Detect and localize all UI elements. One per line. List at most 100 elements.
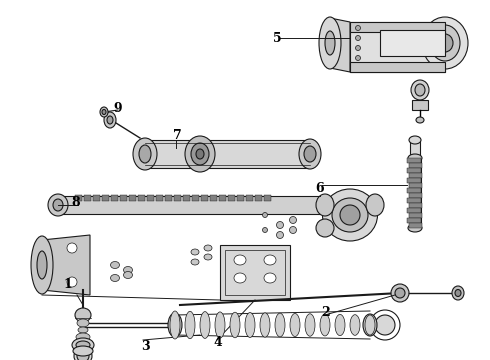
Bar	[350, 22, 445, 72]
Bar	[220, 245, 290, 300]
Text: 4: 4	[214, 336, 222, 348]
Ellipse shape	[430, 25, 460, 61]
Ellipse shape	[316, 219, 334, 237]
Ellipse shape	[78, 327, 88, 333]
Bar	[225, 250, 285, 295]
Bar	[264, 195, 271, 201]
Bar	[210, 195, 217, 201]
Ellipse shape	[67, 243, 77, 253]
Ellipse shape	[356, 55, 361, 60]
Ellipse shape	[191, 143, 209, 165]
Ellipse shape	[409, 136, 421, 144]
Ellipse shape	[204, 245, 212, 251]
Bar	[219, 195, 226, 201]
Ellipse shape	[276, 231, 284, 239]
Ellipse shape	[452, 286, 464, 300]
Text: 3: 3	[141, 341, 149, 354]
Ellipse shape	[230, 312, 240, 338]
Bar	[409, 173, 422, 177]
Ellipse shape	[264, 273, 276, 283]
Bar	[165, 195, 172, 201]
Bar	[129, 195, 136, 201]
Ellipse shape	[75, 308, 91, 322]
Bar	[192, 195, 199, 201]
Text: 2: 2	[321, 306, 330, 320]
Bar	[407, 178, 421, 183]
Ellipse shape	[325, 31, 335, 55]
Ellipse shape	[276, 221, 284, 229]
Ellipse shape	[67, 277, 77, 287]
Ellipse shape	[76, 341, 90, 349]
Ellipse shape	[422, 17, 468, 69]
Ellipse shape	[415, 84, 425, 96]
Bar	[409, 203, 422, 207]
Ellipse shape	[100, 107, 108, 117]
Bar	[156, 195, 163, 201]
Ellipse shape	[170, 311, 180, 339]
Ellipse shape	[356, 36, 361, 41]
Ellipse shape	[31, 236, 53, 294]
Ellipse shape	[72, 338, 94, 352]
Bar	[228, 195, 235, 201]
Bar	[407, 218, 421, 222]
Ellipse shape	[264, 255, 276, 265]
Ellipse shape	[185, 311, 195, 339]
Text: 1: 1	[64, 279, 73, 292]
Text: 6: 6	[316, 181, 324, 194]
Bar	[84, 195, 91, 201]
Bar	[246, 195, 253, 201]
Ellipse shape	[322, 189, 377, 241]
Ellipse shape	[408, 154, 422, 162]
Bar	[409, 193, 422, 198]
Ellipse shape	[111, 261, 120, 269]
Ellipse shape	[335, 314, 345, 336]
Bar	[75, 195, 82, 201]
Bar	[120, 195, 127, 201]
Ellipse shape	[395, 288, 405, 298]
Ellipse shape	[77, 319, 89, 327]
Ellipse shape	[370, 310, 400, 340]
Bar	[201, 195, 208, 201]
Text: 7: 7	[172, 129, 181, 141]
Ellipse shape	[375, 315, 395, 335]
Text: 9: 9	[114, 102, 122, 114]
Bar	[255, 195, 262, 201]
Ellipse shape	[356, 26, 361, 31]
Ellipse shape	[102, 109, 106, 114]
Ellipse shape	[408, 224, 422, 232]
Bar	[412, 100, 428, 110]
Bar	[380, 30, 445, 56]
Bar	[409, 158, 421, 226]
Bar	[407, 208, 421, 212]
Ellipse shape	[365, 315, 375, 335]
Bar	[350, 22, 445, 32]
Ellipse shape	[234, 255, 246, 265]
Bar	[407, 158, 421, 162]
Ellipse shape	[196, 149, 204, 159]
Bar	[145, 140, 310, 168]
Ellipse shape	[290, 226, 296, 234]
Bar	[174, 195, 181, 201]
Ellipse shape	[123, 266, 132, 274]
Bar	[410, 140, 420, 158]
Ellipse shape	[48, 194, 68, 216]
Ellipse shape	[356, 45, 361, 50]
Ellipse shape	[200, 312, 210, 338]
Ellipse shape	[437, 34, 453, 52]
Ellipse shape	[76, 333, 90, 341]
Ellipse shape	[37, 251, 47, 279]
Ellipse shape	[53, 199, 63, 211]
Ellipse shape	[411, 80, 429, 100]
Bar	[93, 195, 100, 201]
Ellipse shape	[123, 271, 132, 279]
Ellipse shape	[391, 284, 409, 302]
Ellipse shape	[191, 259, 199, 265]
Bar	[409, 163, 422, 167]
Ellipse shape	[350, 315, 360, 335]
Ellipse shape	[263, 228, 268, 233]
Ellipse shape	[316, 194, 334, 216]
Ellipse shape	[299, 139, 321, 169]
Ellipse shape	[363, 314, 377, 336]
Bar	[237, 195, 244, 201]
Ellipse shape	[74, 347, 92, 360]
